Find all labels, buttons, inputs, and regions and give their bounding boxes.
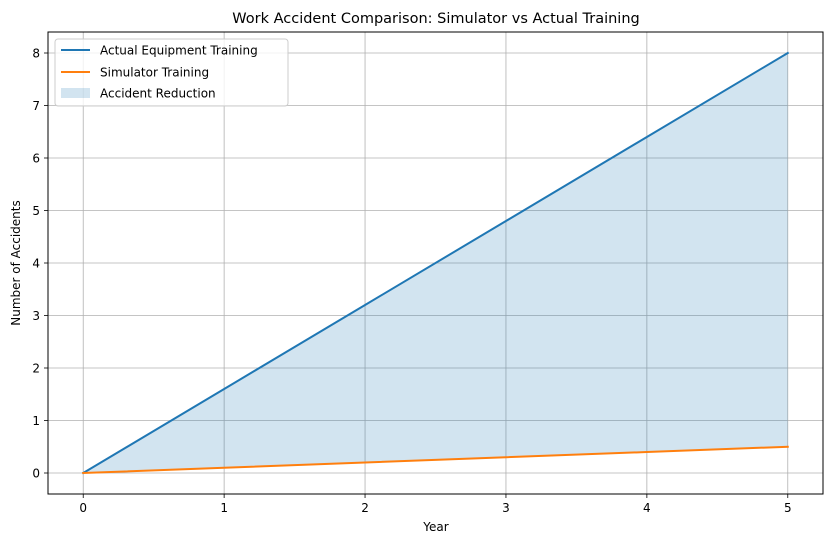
y-tick-label: 0: [32, 467, 40, 481]
grid: [48, 32, 823, 494]
x-tick-label: 2: [361, 501, 369, 515]
legend-label-actual: Actual Equipment Training: [100, 44, 258, 58]
y-tick-label: 5: [32, 204, 40, 218]
y-tick-label: 7: [32, 99, 40, 113]
chart-title: Work Accident Comparison: Simulator vs A…: [232, 11, 639, 27]
x-axis-label: Year: [422, 520, 448, 534]
legend: Actual Equipment Training Simulator Trai…: [54, 38, 289, 107]
y-axis-ticks: 0 1 2 3 4 5 6 7 8: [32, 47, 48, 481]
fill-area-accident-reduction: [83, 53, 788, 473]
x-tick-label: 5: [784, 501, 792, 515]
y-tick-label: 3: [32, 309, 40, 323]
y-tick-label: 8: [32, 47, 40, 61]
legend-label-reduction: Accident Reduction: [100, 87, 216, 101]
x-tick-label: 0: [79, 501, 87, 515]
legend-swatch-reduction: [61, 88, 90, 98]
y-tick-label: 4: [32, 257, 40, 271]
x-tick-label: 3: [502, 501, 510, 515]
fill-polygon: [83, 53, 788, 473]
x-axis-ticks: 0 1 2 3 4 5: [79, 494, 792, 515]
x-tick-label: 4: [643, 501, 651, 515]
data-lines: [81, 51, 790, 475]
x-tick-label: 1: [220, 501, 228, 515]
y-tick-label: 1: [32, 414, 40, 428]
series-line-1: [82, 445, 789, 475]
legend-label-simulator: Simulator Training: [100, 66, 209, 80]
y-axis-label: Number of Accidents: [9, 200, 23, 326]
series-line-0: [81, 51, 790, 475]
y-tick-label: 2: [32, 362, 40, 376]
legend-box: [54, 38, 289, 107]
y-tick-label: 6: [32, 152, 40, 166]
